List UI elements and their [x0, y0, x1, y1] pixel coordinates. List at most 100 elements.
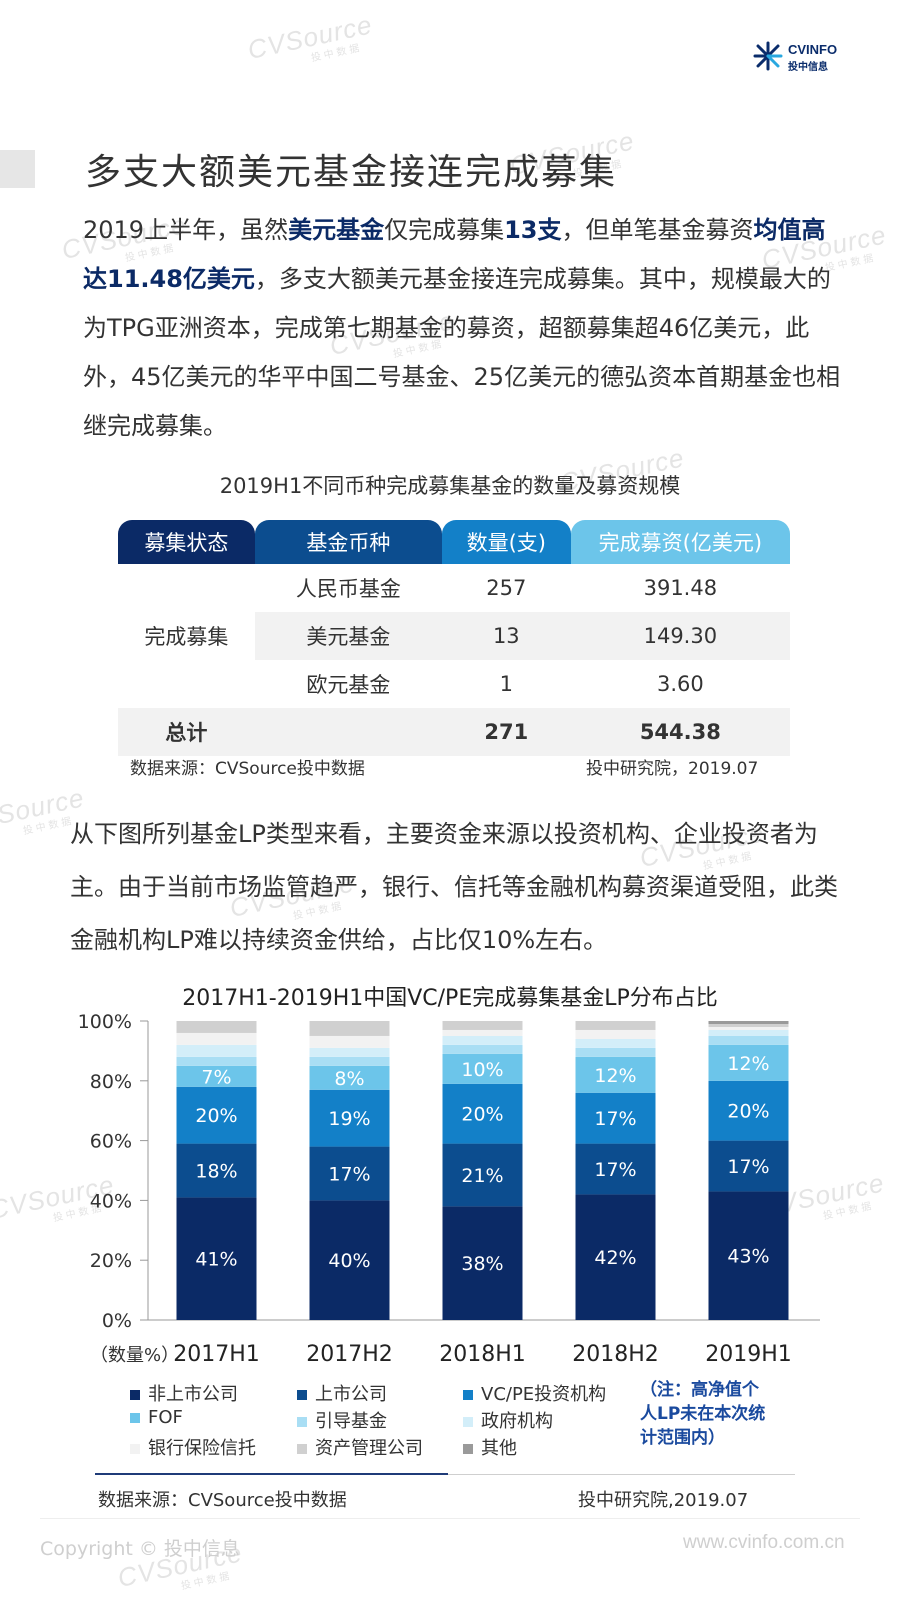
- table-header: 数量(支): [441, 520, 571, 564]
- legend-swatch: [130, 1390, 140, 1400]
- data-label: 17%: [594, 1159, 636, 1181]
- bar-segment: [442, 1044, 523, 1054]
- table-header: 基金币种: [254, 520, 442, 564]
- count-cell: 1: [499, 672, 513, 696]
- data-label: 10%: [461, 1059, 503, 1081]
- table-row: 美元基金 13 149.30: [118, 612, 790, 660]
- bar-segment: [309, 1056, 390, 1066]
- divider-accent: [95, 1473, 448, 1475]
- bar-segment: [176, 1065, 257, 1087]
- data-label: 21%: [461, 1165, 503, 1187]
- currency-cell: 人民币基金: [295, 577, 401, 601]
- chart-source-date: 投中研究院,2019.07: [578, 1490, 749, 1511]
- x-tick-label: 2017H1: [173, 1342, 260, 1367]
- bar-segment: [309, 1047, 390, 1057]
- bar-segment: [575, 1021, 656, 1030]
- bar-segment: [176, 1021, 257, 1033]
- legend-item: 非上市公司: [130, 1380, 238, 1406]
- bar-segment: [575, 1143, 656, 1195]
- y-tick-label: 100%: [78, 1011, 132, 1033]
- fund-table: 募集状态 基金币种 数量(支) 完成募资(亿美元) 完成募集 人民币基金 257…: [118, 520, 790, 756]
- legend-swatch: [463, 1417, 473, 1427]
- data-label: 17%: [328, 1163, 370, 1185]
- table-row: 欧元基金 1 3.60: [118, 660, 790, 708]
- table-header: 募集状态: [118, 520, 255, 564]
- bar-segment: [309, 1200, 390, 1320]
- intro-paragraph: 2019上半年，虽然美元基金仅完成募集13支，但单笔基金募资均值高达11.48亿…: [83, 216, 841, 440]
- data-label: 17%: [594, 1108, 636, 1130]
- bar-segment: [708, 1035, 789, 1045]
- y-tick-label: 20%: [90, 1250, 132, 1272]
- bar-segment: [442, 1053, 523, 1084]
- data-label: 20%: [727, 1101, 769, 1123]
- count-cell: 257: [486, 576, 527, 600]
- bar-segment: [442, 1143, 523, 1207]
- logo-subtext: 投中信息: [788, 62, 828, 73]
- bar-segment: [309, 1021, 390, 1036]
- legend-item: 银行保险信托: [130, 1434, 256, 1460]
- bar-segment: [176, 1143, 257, 1198]
- legend-swatch: [297, 1390, 307, 1400]
- bar-segment: [442, 1083, 523, 1144]
- data-label: 38%: [461, 1253, 503, 1275]
- data-label: 20%: [195, 1105, 237, 1127]
- table-title: 2019H1不同币种完成募集基金的数量及募资规模: [219, 474, 681, 498]
- data-label: 12%: [594, 1065, 636, 1087]
- bar-segment: [442, 1029, 523, 1036]
- data-label: 20%: [461, 1104, 503, 1126]
- page-title: 多支大额美元基金接连完成募集: [85, 152, 618, 193]
- bar-segment: [176, 1032, 257, 1045]
- y-tick-label: 0%: [102, 1310, 132, 1332]
- bar-segment: [575, 1056, 656, 1093]
- legend-swatch: [463, 1444, 473, 1454]
- total-label: 总计: [118, 708, 255, 756]
- table-source-date: 投中研究院，2019.07: [586, 759, 759, 779]
- bar-segment: [708, 1029, 789, 1036]
- y-tick-label: 40%: [90, 1190, 132, 1212]
- data-label: 42%: [594, 1247, 636, 1269]
- footer-divider: [40, 1518, 860, 1519]
- currency-cell: 美元基金: [254, 612, 442, 660]
- bar-segment: [176, 1197, 257, 1320]
- data-label: 17%: [727, 1156, 769, 1178]
- bar-segment: [309, 1146, 390, 1201]
- data-label: 40%: [328, 1250, 370, 1272]
- bar-segment: [708, 1140, 789, 1192]
- logo-burst-icon: [753, 41, 783, 71]
- amount-cell: 3.60: [656, 672, 704, 696]
- bar-segment: [309, 1035, 390, 1048]
- logo-text: CVINFO: [788, 42, 838, 57]
- bar-segment: [176, 1044, 257, 1057]
- x-tick-label: 2019H1: [705, 1342, 792, 1367]
- footer-copyright: Copyright © 投中信息: [40, 1538, 240, 1560]
- bar-segment: [708, 1080, 789, 1141]
- unit-label: （数量%）: [90, 1345, 179, 1366]
- legend-item: FOF: [130, 1407, 183, 1428]
- x-tick-label: 2018H2: [572, 1342, 659, 1367]
- table-header: 完成募资(亿美元): [570, 520, 790, 564]
- footer-website: www.cvinfo.com.cn: [683, 1532, 845, 1553]
- table-total-row: 总计 271 544.38: [118, 708, 790, 756]
- x-tick-label: 2017H2: [306, 1342, 393, 1367]
- y-tick-label: 60%: [90, 1131, 132, 1153]
- bar-segment: [708, 1191, 789, 1320]
- bar-segment: [176, 1086, 257, 1144]
- bar-segment: [442, 1035, 523, 1045]
- data-label: 18%: [195, 1161, 237, 1183]
- bar-segment: [575, 1029, 656, 1039]
- bar-segment: [575, 1092, 656, 1144]
- legend-swatch: [130, 1444, 140, 1454]
- amount-cell: 149.30: [570, 612, 790, 660]
- legend-swatch: [297, 1417, 307, 1427]
- lp-paragraph: 从下图所列基金LP类型来看，主要资金来源以投资机构、企业投资者为主。由于当前市场…: [70, 820, 838, 954]
- total-amount: 544.38: [570, 708, 790, 756]
- data-label: 41%: [195, 1249, 237, 1271]
- chart-title: 2017H1-2019H1中国VC/PE完成募集基金LP分布占比: [182, 986, 718, 1011]
- bar-segment: [708, 1021, 789, 1024]
- bar-segment: [442, 1021, 523, 1030]
- total-empty: [254, 708, 442, 756]
- bar-segment: [708, 1026, 789, 1030]
- bar-segment: [708, 1044, 789, 1081]
- y-tick-label: 80%: [90, 1071, 132, 1093]
- table-row: 完成募集 人民币基金 257 391.48: [118, 564, 790, 649]
